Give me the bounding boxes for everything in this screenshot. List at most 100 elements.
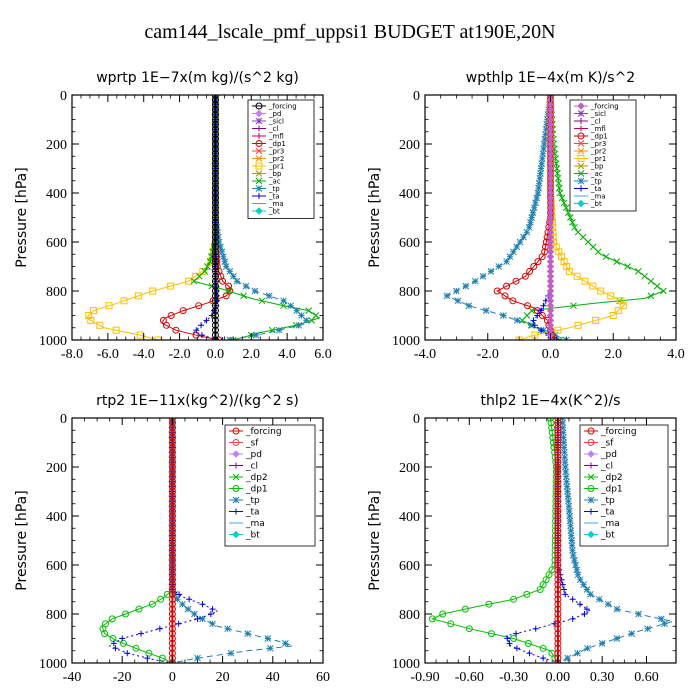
legend-label: _sf [600,439,614,449]
data-point [554,483,562,491]
data-point [564,493,572,500]
data-point [634,268,642,275]
y-tick-label: 600 [399,236,420,251]
data-point [168,541,176,549]
data-point [569,615,576,622]
data-point [222,263,230,270]
data-point [554,541,562,549]
data-point [211,150,219,158]
data-point [569,551,577,559]
data-point [211,297,219,305]
data-point [132,644,140,652]
data-point [211,116,219,123]
data-point [661,620,668,628]
data-point [530,263,538,270]
data-point [571,223,578,231]
data-point [138,630,145,637]
y-tick-label: 600 [399,559,420,574]
data-point [506,253,514,261]
y-tick-label: 600 [46,236,67,251]
data-point [108,615,116,623]
data-point [211,287,219,295]
legend-marker [587,450,595,458]
legend-label: _ac [590,170,603,178]
data-point [535,184,542,192]
data-point [159,316,167,324]
data-point [208,312,215,319]
x-tick-label: 2.0 [243,347,261,362]
data-point [109,635,117,642]
data-point [569,219,576,226]
data-point [581,611,588,617]
data-point [556,189,564,197]
data-point [533,194,541,202]
data-point [168,595,176,603]
data-point [194,654,201,662]
data-point [558,576,565,583]
data-point [561,463,569,471]
y-tick-label: 200 [46,461,67,476]
data-point [565,267,573,275]
data-point [211,321,219,329]
data-point [573,566,581,574]
data-point [647,292,655,300]
data-point [211,120,219,128]
legend-label: _bt [590,200,602,208]
data-point [176,591,183,598]
data-point [211,199,219,207]
legend-marker [587,496,595,504]
legend-label: _mfl [268,132,284,140]
data-point [581,277,589,285]
data-point [560,444,568,451]
data-point [227,649,235,657]
legend-marker [588,508,594,515]
data-point [242,282,250,290]
data-point [168,502,176,510]
data-point [211,238,219,246]
legend-label: _ac [268,177,281,185]
legend-marker [577,110,585,117]
legend-label: _dp1 [600,485,623,495]
data-point [561,458,569,466]
y-tick-label: 0 [413,412,420,427]
y-axis-label: Pressure [hPa] [14,167,30,267]
data-point [563,478,570,486]
data-point [211,135,219,143]
data-point [597,287,605,295]
data-point [168,566,176,574]
data-point [168,517,176,525]
data-point [527,321,535,329]
data-point [191,610,198,618]
data-point [641,272,648,280]
y-tick-label: 200 [46,138,67,153]
data-point [99,625,107,633]
x-tick-label: -0.30 [499,670,528,685]
legend-marker [578,118,584,124]
data-point [224,625,231,633]
y-axis-label: Pressure [hPa] [367,167,383,267]
data-point [564,488,571,495]
data-point [562,468,570,476]
data-point [179,600,186,608]
data-point [532,199,539,207]
data-point [211,233,219,241]
legend-marker [577,155,585,162]
legend-label: _pd [268,110,281,118]
data-point [168,571,176,579]
data-point [513,630,520,637]
data-point [568,537,576,544]
legend-marker [256,125,262,132]
data-point [168,625,176,633]
data-point [482,307,490,314]
data-point [447,620,455,628]
data-point [211,263,219,270]
data-point [523,302,531,310]
data-point [554,478,562,486]
data-point [551,620,558,627]
data-point [635,610,642,618]
data-point [211,307,219,315]
legend-label: _sicl [590,110,606,118]
data-point [149,287,157,295]
legend-marker [232,530,240,539]
data-point [90,307,98,315]
